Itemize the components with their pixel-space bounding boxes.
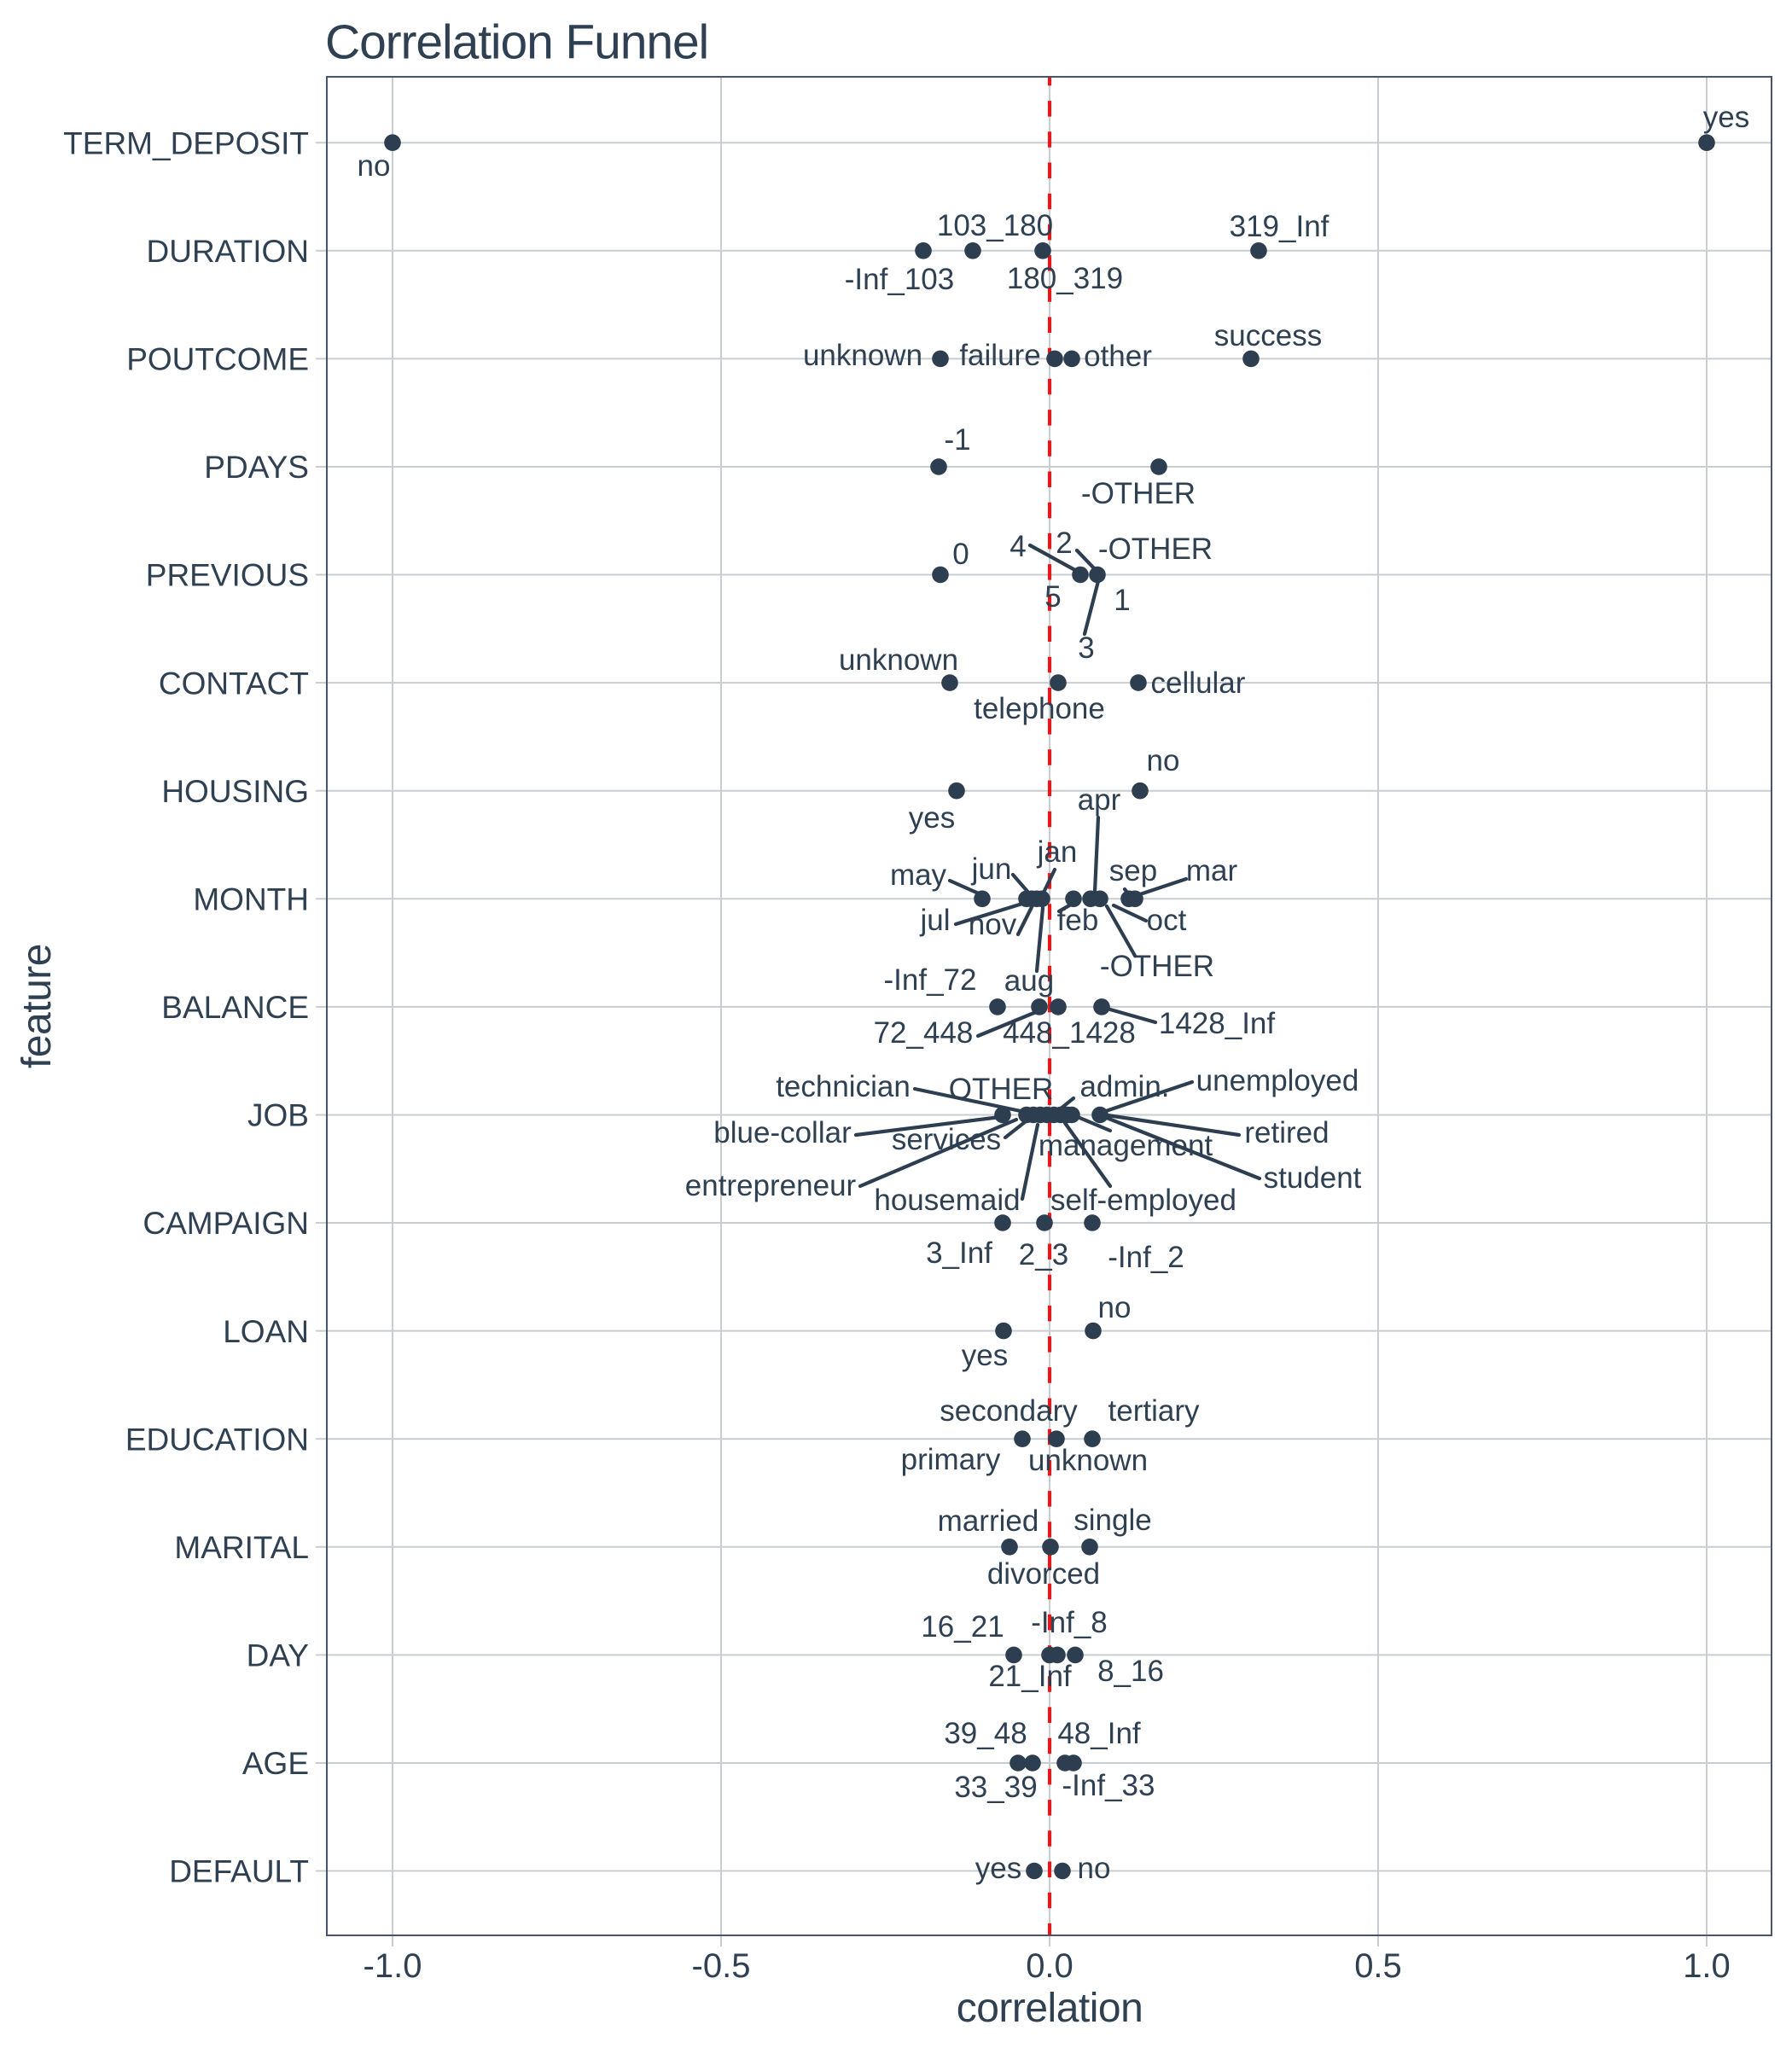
svg-text:-OTHER: -OTHER: [1100, 950, 1214, 983]
svg-text:1: 1: [1114, 584, 1130, 617]
svg-text:housemaid: housemaid: [874, 1184, 1020, 1217]
svg-text:yes: yes: [975, 1852, 1021, 1885]
svg-text:2: 2: [1056, 527, 1072, 560]
svg-text:no: no: [1147, 744, 1180, 777]
svg-text:319_Inf: 319_Inf: [1230, 210, 1329, 243]
svg-text:MARITAL: MARITAL: [174, 1530, 309, 1565]
svg-text:-OTHER: -OTHER: [1081, 477, 1196, 510]
svg-text:student: student: [1264, 1161, 1362, 1195]
svg-text:CONTACT: CONTACT: [159, 666, 309, 701]
svg-text:nov: nov: [969, 908, 1017, 941]
svg-text:1.0: 1.0: [1683, 1947, 1731, 1985]
svg-text:3: 3: [1078, 631, 1094, 665]
svg-text:unemployed: unemployed: [1196, 1064, 1359, 1097]
svg-text:retired: retired: [1244, 1116, 1329, 1149]
svg-text:self-employed: self-employed: [1050, 1184, 1236, 1217]
svg-text:0.0: 0.0: [1026, 1947, 1073, 1985]
svg-text:entrepreneur: entrepreneur: [685, 1169, 857, 1202]
svg-text:no: no: [1078, 1852, 1111, 1885]
svg-text:-Inf_72: -Inf_72: [884, 963, 977, 997]
svg-text:4: 4: [1009, 530, 1026, 563]
svg-text:BALANCE: BALANCE: [161, 990, 309, 1025]
svg-text:feb: feb: [1057, 904, 1099, 937]
svg-text:unknown: unknown: [1028, 1444, 1148, 1477]
svg-text:tertiary: tertiary: [1108, 1394, 1200, 1428]
svg-text:failure: failure: [959, 339, 1040, 372]
svg-text:cellular: cellular: [1151, 666, 1246, 700]
svg-text:Correlation Funnel: Correlation Funnel: [325, 15, 708, 70]
svg-text:correlation: correlation: [957, 1986, 1143, 2031]
svg-text:DAY: DAY: [247, 1638, 309, 1673]
svg-text:39_48: 39_48: [944, 1717, 1027, 1750]
svg-text:management: management: [1039, 1129, 1213, 1162]
svg-text:apr: apr: [1078, 783, 1121, 817]
svg-text:103_180: 103_180: [937, 209, 1053, 242]
svg-text:180_319: 180_319: [1007, 262, 1123, 295]
svg-text:AGE: AGE: [242, 1746, 309, 1781]
svg-text:-OTHER: -OTHER: [1098, 532, 1213, 566]
svg-text:telephone: telephone: [974, 692, 1105, 725]
svg-text:married: married: [938, 1504, 1039, 1538]
svg-text:TERM_DEPOSIT: TERM_DEPOSIT: [63, 125, 309, 160]
svg-text:21_Inf: 21_Inf: [988, 1660, 1072, 1693]
svg-text:unknown: unknown: [803, 339, 922, 372]
svg-text:success: success: [1214, 319, 1322, 352]
svg-text:DURATION: DURATION: [147, 234, 309, 269]
svg-text:8_16: 8_16: [1097, 1655, 1164, 1688]
svg-text:CAMPAIGN: CAMPAIGN: [143, 1206, 309, 1241]
svg-text:yes: yes: [909, 801, 955, 835]
svg-text:0: 0: [952, 538, 969, 571]
svg-text:may: may: [890, 858, 947, 892]
svg-text:single: single: [1073, 1504, 1151, 1537]
svg-text:secondary: secondary: [940, 1394, 1078, 1428]
svg-text:LOAN: LOAN: [223, 1314, 309, 1349]
svg-text:72_448: 72_448: [874, 1016, 974, 1050]
svg-text:-Inf_8: -Inf_8: [1031, 1606, 1108, 1639]
svg-text:448_1428: 448_1428: [1003, 1016, 1136, 1050]
svg-text:blue-collar: blue-collar: [713, 1116, 852, 1149]
svg-text:DEFAULT: DEFAULT: [169, 1854, 309, 1889]
svg-text:JOB: JOB: [247, 1098, 309, 1133]
svg-text:MONTH: MONTH: [193, 882, 309, 917]
svg-text:feature: feature: [15, 944, 60, 1068]
svg-text:5: 5: [1044, 580, 1061, 614]
svg-text:PDAYS: PDAYS: [204, 450, 309, 485]
svg-text:admin.: admin.: [1079, 1070, 1169, 1103]
svg-text:-1: -1: [944, 423, 970, 457]
svg-text:-Inf_103: -Inf_103: [845, 263, 954, 296]
svg-text:33_39: 33_39: [954, 1771, 1037, 1804]
svg-text:EDUCATION: EDUCATION: [125, 1422, 309, 1457]
svg-text:other: other: [1084, 340, 1152, 373]
svg-text:primary: primary: [901, 1443, 1001, 1476]
svg-text:sep: sep: [1109, 854, 1157, 887]
svg-text:-Inf_2: -Inf_2: [1108, 1241, 1184, 1274]
svg-text:PREVIOUS: PREVIOUS: [146, 558, 309, 593]
svg-text:no: no: [1098, 1291, 1132, 1324]
svg-text:16_21: 16_21: [921, 1610, 1004, 1644]
svg-text:1428_Inf: 1428_Inf: [1159, 1007, 1276, 1040]
svg-text:jul: jul: [919, 904, 950, 937]
svg-text:OTHER: OTHER: [949, 1073, 1054, 1106]
svg-text:yes: yes: [1703, 101, 1749, 134]
svg-text:-Inf_33: -Inf_33: [1062, 1769, 1155, 1802]
svg-text:-0.5: -0.5: [692, 1947, 751, 1985]
svg-text:services: services: [892, 1123, 1001, 1156]
svg-text:aug: aug: [1004, 964, 1054, 998]
svg-text:-1.0: -1.0: [364, 1947, 422, 1985]
svg-text:jun: jun: [971, 852, 1012, 886]
svg-text:oct: oct: [1147, 904, 1187, 937]
svg-text:POUTCOME: POUTCOME: [126, 342, 309, 377]
svg-text:no: no: [358, 149, 391, 183]
svg-text:unknown: unknown: [839, 643, 958, 677]
svg-text:HOUSING: HOUSING: [161, 774, 309, 809]
svg-text:jan: jan: [1037, 835, 1078, 869]
svg-text:2_3: 2_3: [1019, 1238, 1068, 1271]
svg-text:48_Inf: 48_Inf: [1057, 1717, 1141, 1750]
svg-text:divorced: divorced: [987, 1557, 1100, 1591]
svg-text:yes: yes: [962, 1339, 1008, 1372]
svg-text:0.5: 0.5: [1354, 1947, 1402, 1985]
svg-text:3_Inf: 3_Inf: [926, 1236, 992, 1270]
svg-text:technician: technician: [776, 1070, 911, 1103]
svg-text:mar: mar: [1186, 854, 1238, 887]
